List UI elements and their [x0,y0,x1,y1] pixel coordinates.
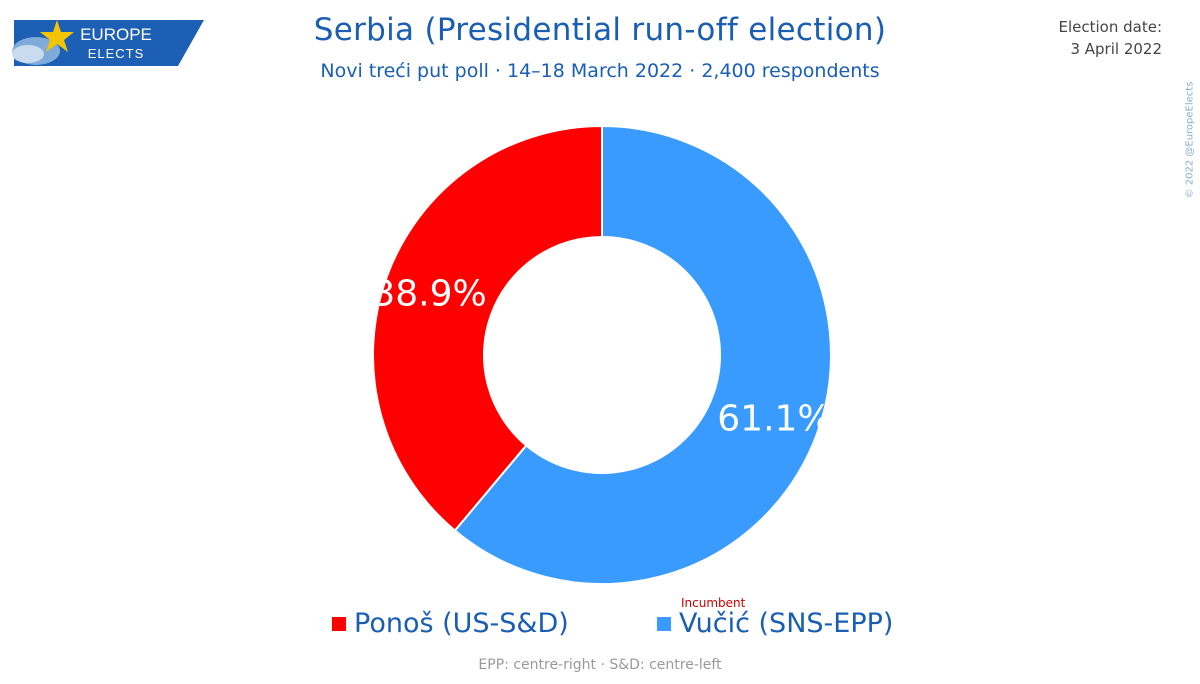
election-date-box: Election date: 3 April 2022 [1059,16,1163,60]
legend-label-ponos: Ponoš (US-S&D) [354,608,569,639]
pie-slice-label-0: 61.1% [717,399,831,440]
legend-swatch-vucic [657,616,671,631]
legend-label-vucic: Vučić (SNS-EPP) [679,608,894,639]
star-icon [40,20,74,52]
pie-slice-1 [372,124,603,532]
legend-item-vucic: Vučić (SNS-EPP) [657,608,893,639]
incumbent-badge: Incumbent [681,596,746,610]
pie-slice-label-1: 38.9% [372,273,486,314]
election-date-label: Election date: [1058,18,1163,36]
footnote: EPP: centre-right · S&D: centre-left [478,657,722,673]
legend: Ponoš (US-S&D) Vučić (SNS-EPP) [0,608,1200,648]
pie-slice-0 [453,124,832,585]
legend-item-ponos: Ponoš (US-S&D) [332,608,569,639]
chart-title: Serbia (Presidential run-off election) [313,12,887,48]
europe-elects-logo: EUROPE ELECTS [12,20,204,66]
election-date-value: 3 April 2022 [1070,40,1162,58]
chart-subtitle: Novi treći put poll · 14–18 March 2022 ·… [320,60,880,82]
legend-swatch-ponos [332,616,346,631]
logo-text-bottom: ELECTS [88,46,145,61]
logo-text-top: EUROPE [80,25,152,44]
